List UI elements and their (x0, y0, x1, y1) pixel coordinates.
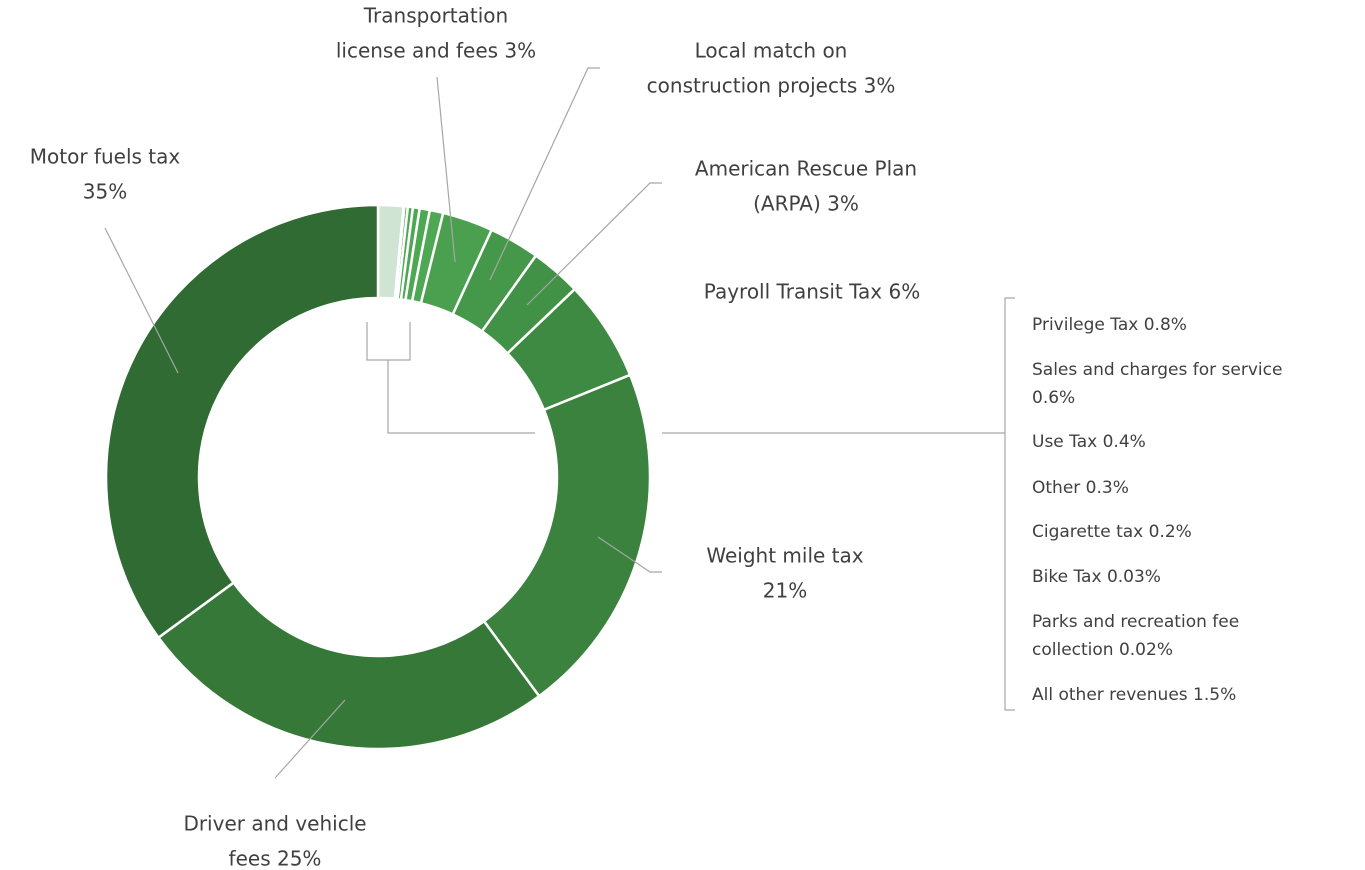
slice-label: American Rescue Plan (695, 157, 917, 181)
slice-label: Bike Tax 0.03% (1032, 567, 1161, 587)
slice-label: collection 0.02% (1032, 640, 1173, 660)
slice-label: Other 0.3% (1032, 478, 1129, 498)
group-bracket (366, 297, 1015, 711)
slice-label: 21% (763, 579, 807, 603)
leader-line (526, 182, 662, 306)
leader-line (104, 227, 179, 374)
slice-label: Privilege Tax 0.8% (1032, 315, 1187, 335)
slice-label: Motor fuels tax (30, 145, 181, 169)
slice-label: 35% (83, 180, 127, 204)
donut-slice (482, 373, 652, 698)
leader-line (597, 536, 662, 573)
donut-slice (156, 580, 541, 751)
slice-label: license and fees 3% (336, 39, 536, 63)
slice-label: Payroll Transit Tax 6% (704, 280, 920, 304)
donut-slice (104, 203, 380, 640)
slice-label: fees 25% (229, 847, 322, 870)
slice-label: Sales and charges for service (1032, 360, 1282, 380)
slice-label: Use Tax 0.4% (1032, 432, 1146, 452)
slice-label: Cigarette tax 0.2% (1032, 522, 1192, 542)
slice-label: (ARPA) 3% (753, 192, 859, 216)
slice-label: Weight mile tax (706, 544, 863, 568)
leader-line (274, 699, 346, 779)
leader-line (436, 76, 456, 263)
slice-label: All other revenues 1.5% (1032, 685, 1236, 705)
leader-line (489, 67, 600, 281)
slice-label: construction projects 3% (647, 74, 896, 98)
slice-label: Driver and vehicle (183, 812, 366, 836)
slice-label: Parks and recreation fee (1032, 612, 1239, 632)
slice-label: 0.6% (1032, 388, 1075, 408)
slice-label: Transportation (363, 4, 508, 28)
slice-label: Local match on (695, 39, 848, 63)
